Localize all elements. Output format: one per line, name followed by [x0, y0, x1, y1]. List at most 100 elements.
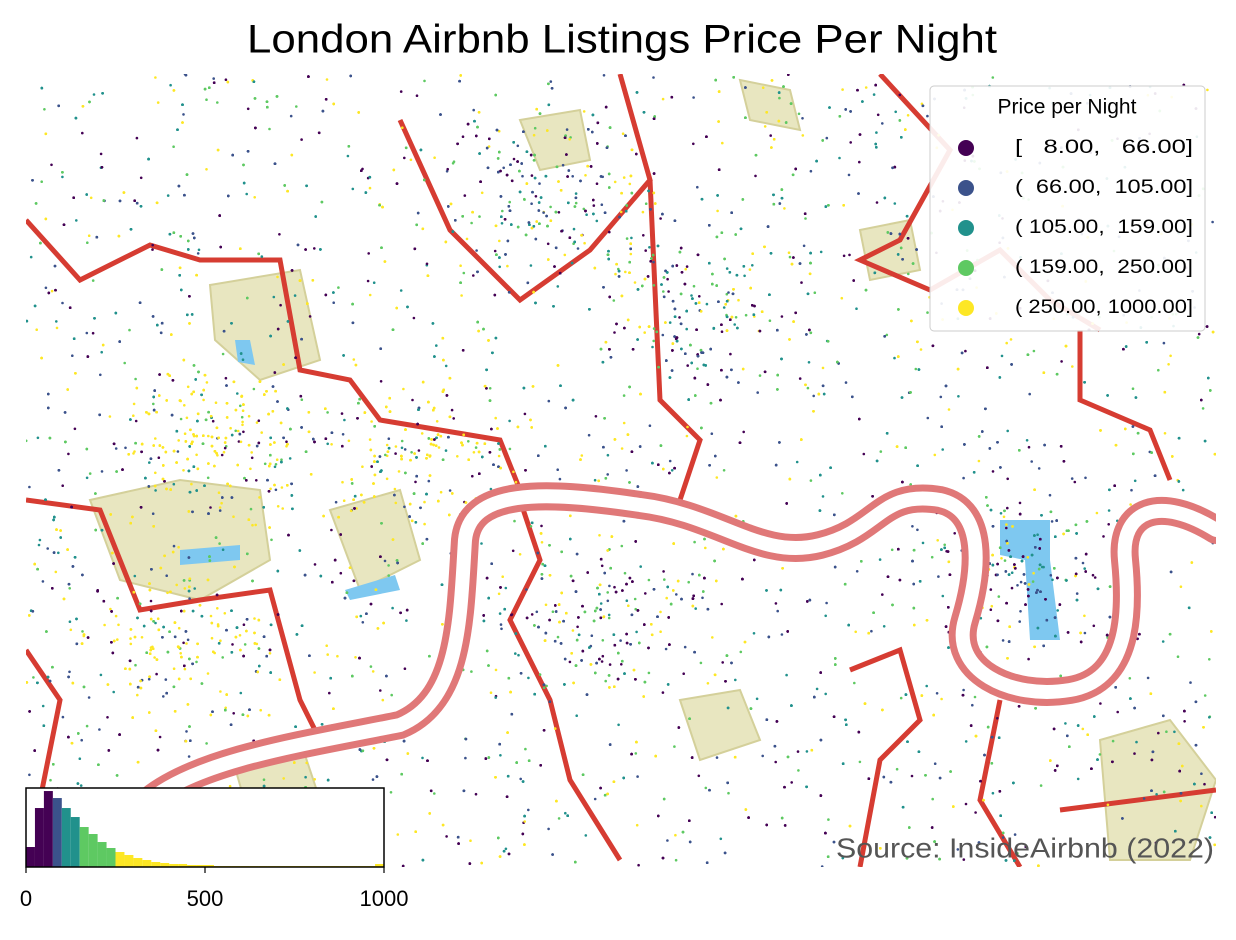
listing-dot — [260, 431, 264, 434]
listing-dot — [300, 138, 303, 141]
listing-dot — [240, 415, 244, 419]
listing-dot — [854, 630, 857, 634]
listing-dot — [812, 394, 815, 398]
listing-dot — [661, 97, 665, 101]
listing-dot — [1142, 797, 1146, 800]
listing-dot — [128, 328, 131, 332]
listing-dot — [576, 247, 580, 250]
listing-dot — [933, 453, 937, 457]
listing-dot — [61, 484, 64, 488]
listing-dot — [574, 192, 578, 195]
listing-dot — [796, 750, 800, 753]
listing-dot — [210, 636, 214, 640]
listing-dot — [734, 678, 737, 682]
listing-dot — [558, 477, 562, 481]
listing-dot — [1064, 722, 1067, 725]
listing-dot — [36, 436, 40, 440]
listing-dot — [420, 432, 424, 435]
listing-dot — [647, 578, 651, 582]
listing-dot — [480, 191, 484, 195]
listing-dot — [295, 105, 298, 108]
listing-dot — [472, 451, 476, 454]
listing-dot — [186, 385, 190, 389]
listing-dot — [342, 499, 346, 503]
listing-dot — [1130, 488, 1133, 492]
listing-dot — [666, 839, 669, 842]
listing-dot — [304, 775, 307, 779]
listing-dot — [85, 476, 89, 480]
listing-dot — [152, 402, 155, 406]
listing-dot — [580, 454, 584, 457]
listing-dot — [1155, 793, 1158, 796]
listing-dot — [872, 93, 876, 96]
listing-dot — [253, 617, 256, 620]
listing-dot — [1146, 676, 1150, 680]
listing-dot — [106, 716, 109, 719]
listing-dot — [556, 285, 560, 288]
listing-dot — [195, 660, 198, 664]
listing-dot — [613, 331, 616, 334]
listing-dot — [183, 587, 187, 590]
listing-dot — [890, 548, 894, 552]
listing-dot — [776, 609, 779, 613]
listing-dot — [389, 791, 393, 794]
listing-dot — [246, 107, 250, 111]
listing-dot — [1026, 556, 1030, 559]
listing-dot — [910, 774, 914, 778]
listing-dot — [600, 203, 604, 206]
listing-dot — [108, 415, 112, 418]
listing-dot — [788, 255, 792, 259]
listing-dot — [769, 134, 772, 137]
listing-dot — [685, 327, 688, 331]
listing-dot — [258, 496, 261, 499]
listing-dot — [89, 196, 93, 200]
listing-dot — [313, 563, 317, 566]
listing-dot — [914, 367, 918, 371]
listing-dot — [855, 570, 859, 573]
listing-dot — [556, 635, 560, 639]
listing-dot — [1157, 368, 1160, 372]
listing-dot — [608, 584, 611, 588]
listing-dot — [727, 791, 730, 795]
listing-dot — [544, 603, 548, 607]
listing-dot — [594, 415, 598, 418]
listing-dot — [540, 541, 544, 544]
listing-dot — [758, 374, 762, 377]
listing-dot — [35, 328, 38, 332]
listing-dot — [815, 687, 819, 691]
listing-dot — [186, 638, 190, 642]
listing-dot — [568, 660, 572, 664]
listing-dot — [99, 373, 102, 377]
listing-dot — [274, 463, 278, 466]
listing-dot — [399, 289, 403, 292]
listing-dot — [1019, 580, 1023, 584]
listing-dot — [220, 453, 224, 457]
listing-dot — [553, 727, 557, 730]
listing-dot — [85, 331, 89, 335]
listing-dot — [1163, 432, 1167, 435]
listing-dot — [593, 797, 597, 801]
listing-dot — [425, 262, 429, 266]
listing-dot — [635, 823, 639, 827]
listing-dot — [744, 313, 748, 317]
listing-dot — [1201, 407, 1205, 410]
listing-dot — [193, 587, 196, 590]
listing-dot — [606, 599, 610, 603]
listing-dot — [1133, 479, 1137, 483]
listing-dot — [686, 364, 689, 367]
listing-dot — [704, 546, 707, 550]
listing-dot — [752, 632, 756, 635]
listing-dot — [941, 448, 944, 451]
listing-dot — [534, 195, 538, 198]
listing-dot — [166, 194, 170, 197]
listing-dot — [394, 445, 398, 448]
listing-dot — [1099, 702, 1102, 705]
listing-dot — [1203, 782, 1206, 786]
listing-dot — [668, 459, 672, 463]
listing-dot — [32, 676, 35, 679]
listing-dot — [471, 474, 474, 478]
listing-dot — [691, 572, 694, 576]
listing-dot — [241, 420, 244, 424]
listing-dot — [209, 506, 212, 509]
listing-dot — [177, 545, 180, 549]
